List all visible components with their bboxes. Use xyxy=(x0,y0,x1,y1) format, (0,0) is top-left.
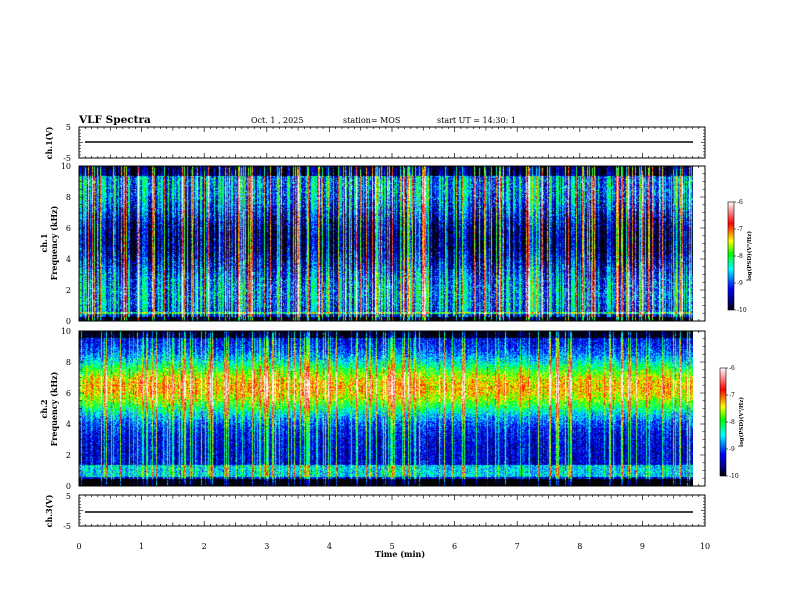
ch1-freq-ylabel: Frequency (kHz) xyxy=(49,205,59,280)
freq-tick-label: 6 xyxy=(66,224,71,233)
colorbar-tick-label: -9 xyxy=(729,446,735,453)
ch1-voltage-panel: 5 -5 ch.1(V) xyxy=(44,123,706,163)
freq-tick-label: 2 xyxy=(66,286,71,295)
ch2-label: ch.2 xyxy=(39,399,49,418)
ch1-ytick-top: 5 xyxy=(66,123,71,132)
time-tick-label: 1 xyxy=(139,542,144,551)
time-tick-label: 10 xyxy=(700,542,710,551)
time-tick-label: 9 xyxy=(640,542,645,551)
freq-tick-label: 6 xyxy=(66,389,71,398)
ch2-spectrogram-image xyxy=(79,331,693,486)
time-tick-label: 8 xyxy=(577,542,582,551)
ch1-colorbar-gradient xyxy=(727,201,735,311)
figure-title: VLF Spectra xyxy=(78,114,151,126)
ch2-freq-ylabel: Frequency (kHz) xyxy=(49,371,59,446)
freq-tick-label: 8 xyxy=(66,193,71,202)
colorbar-tick-label: -10 xyxy=(729,473,739,480)
ch1-spectrogram-image xyxy=(79,166,693,321)
header-start-time: start UT = 14:30: 1 xyxy=(437,116,516,125)
time-axis-ticks xyxy=(78,126,706,527)
ch1-colorbar: -6 -7 -8 -9 -10 log(PSD)(V²/Hz) xyxy=(727,199,753,314)
ch1-ytick-bottom: -5 xyxy=(63,154,71,163)
time-tick-label: 5 xyxy=(389,542,394,551)
ch1-colorbar-ticks: -6 -7 -8 -9 -10 xyxy=(734,199,747,314)
ch3-ytick-bottom: -5 xyxy=(63,522,71,531)
time-axis-tick-labels: 0 1 2 3 4 5 6 7 8 9 10 xyxy=(76,542,710,551)
ch2-colorbar: -6 -7 -8 -9 -10 log(PSD)(V²/Hz) xyxy=(719,365,745,480)
ch3-voltage-panel: 5 -5 ch.3(V) xyxy=(44,492,706,531)
time-tick-label: 4 xyxy=(327,542,332,551)
ch2-spectrogram-panel: 0 2 4 6 8 10 ch.2 Frequency (kHz) xyxy=(39,327,706,491)
freq-tick-label: 10 xyxy=(61,162,71,171)
time-tick-label: 2 xyxy=(202,542,207,551)
colorbar-tick-label: -8 xyxy=(737,253,743,260)
freq-tick-label: 8 xyxy=(66,358,71,367)
colorbar-tick-label: -8 xyxy=(729,419,735,426)
freq-tick-label: 0 xyxy=(66,317,71,326)
ch3-voltage-ylabel: ch.3(V) xyxy=(44,494,54,527)
ch1-voltage-ylabel: ch.1(V) xyxy=(44,126,54,159)
colorbar-tick-label: -7 xyxy=(729,392,735,399)
colorbar-tick-label: -6 xyxy=(729,365,735,372)
colorbar-tick-label: -9 xyxy=(737,280,743,287)
freq-tick-label: 0 xyxy=(66,482,71,491)
ch2-colorbar-label: log(PSD)(V²/Hz) xyxy=(738,397,745,447)
ch3-voltage-frame xyxy=(78,494,706,527)
time-tick-label: 3 xyxy=(264,542,269,551)
ch3-ytick-top: 5 xyxy=(66,492,71,501)
freq-tick-label: 4 xyxy=(66,255,71,264)
ch2-freq-ticks: 0 2 4 6 8 10 xyxy=(61,327,705,491)
header-date: Oct. 1 , 2025 xyxy=(251,116,303,125)
time-tick-label: 6 xyxy=(452,542,457,551)
time-tick-label: 0 xyxy=(76,542,81,551)
header-station: station= MOS xyxy=(343,116,400,125)
ch2-colorbar-ticks: -6 -7 -8 -9 -10 xyxy=(726,365,739,480)
colorbar-tick-label: -10 xyxy=(737,307,747,314)
colorbar-tick-label: -7 xyxy=(737,226,743,233)
ch2-colorbar-gradient xyxy=(719,367,727,477)
freq-tick-label: 4 xyxy=(66,420,71,429)
ch1-label: ch.1 xyxy=(39,233,49,252)
freq-tick-label: 2 xyxy=(66,451,71,460)
colorbar-tick-label: -6 xyxy=(737,199,743,206)
ch1-freq-ticks: 0 2 4 6 8 10 xyxy=(61,162,705,326)
time-tick-label: 7 xyxy=(515,542,520,551)
freq-tick-label: 10 xyxy=(61,327,71,336)
ch1-colorbar-label: log(PSD)(V²/Hz) xyxy=(746,231,753,281)
time-axis-label: Time (min) xyxy=(375,549,425,559)
ch1-spectrogram-panel: 0 2 4 6 8 10 ch.1 Frequency (kHz) xyxy=(39,162,706,326)
